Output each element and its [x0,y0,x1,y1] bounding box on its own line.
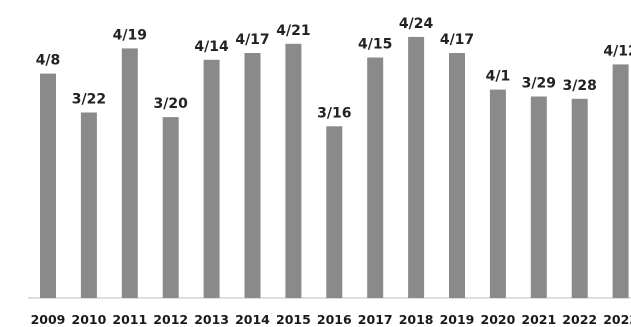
data-label-2014: 4/17 [235,32,269,48]
x-tick-label-2014: 2014 [235,312,270,327]
x-tick-label-2015: 2015 [276,312,311,327]
bar-2012 [162,117,179,298]
data-label-2019: 4/17 [440,32,474,48]
x-tick-label-2023: 2023 [603,312,631,327]
bar-2016 [326,126,343,299]
bar-2023 [612,64,629,299]
data-label-2012: 3/20 [154,96,189,112]
x-tick-label-2018: 2018 [399,312,434,327]
data-label-2020: 4/1 [486,69,511,85]
bar-2017 [367,57,384,298]
x-tick-label-2013: 2013 [194,312,229,327]
x-tick-label-2011: 2011 [112,312,147,327]
bar-2022 [571,98,588,298]
x-tick-label-2016: 2016 [317,312,352,327]
bar-2014 [244,53,261,298]
bar-2009 [40,73,56,298]
data-label-2023: 4/12 [603,43,631,59]
data-label-2018: 4/24 [399,16,434,32]
data-label-2015: 4/21 [276,23,310,39]
bar-2018 [408,36,425,299]
x-tick-label-2021: 2021 [521,312,556,327]
data-label-2013: 4/14 [194,39,229,55]
x-tick-label-2017: 2017 [358,312,393,327]
bar-2011 [121,48,138,299]
data-label-2017: 4/15 [358,37,392,53]
bar-2010 [80,112,97,298]
data-label-2011: 4/19 [113,27,147,43]
x-tick-label-2022: 2022 [562,312,597,327]
x-tick-label-2019: 2019 [440,312,475,327]
data-labels: 4/8 3/22 4/19 3/20 4/14 4/17 4/21 3/16 4/15 4/24 4… [36,16,631,121]
bar-2019 [449,53,465,298]
data-label-2010: 3/22 [72,92,106,108]
bars [40,36,629,299]
x-tick-label-2012: 2012 [153,312,188,327]
x-tick-label-2010: 2010 [72,312,107,327]
data-label-2016: 3/16 [317,105,351,121]
x-tick-label-2009: 2009 [31,312,66,327]
data-label-2009: 4/8 [36,53,61,69]
bar-2020 [489,89,506,298]
data-label-2021: 3/29 [522,76,556,92]
data-label-2022: 3/28 [563,78,597,94]
x-tick-label-2020: 2020 [481,312,516,327]
bar-2013 [203,59,220,298]
x-axis-tick-labels: 2009 2010 2011 2012 2013 2014 2015 2016 2017 2018… [31,312,631,327]
bar-2021 [530,96,547,298]
bar-2015 [285,43,302,298]
